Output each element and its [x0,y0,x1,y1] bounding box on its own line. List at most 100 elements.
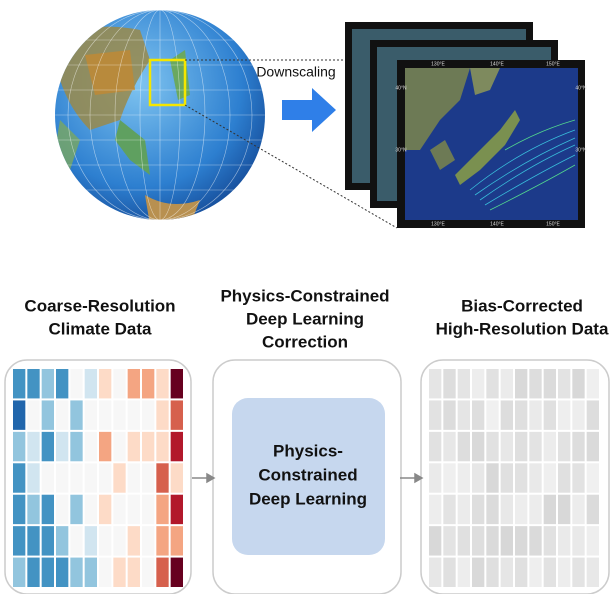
gray-cell [443,400,455,429]
heat-cell [156,400,168,429]
gray-cell [458,558,470,587]
heat-cell [142,495,154,524]
gray-cell [429,526,441,555]
gray-cell [486,432,498,461]
heat-cell [70,463,82,492]
heat-cell [85,432,97,461]
gray-cell [472,558,484,587]
gray-cell [472,495,484,524]
heat-cell [70,526,82,555]
heat-cell [142,463,154,492]
heat-cell [99,526,111,555]
heat-cell [128,400,140,429]
heat-cell [13,432,25,461]
heat-cell [56,558,68,587]
gray-cell [587,526,599,555]
heat-cell [113,400,125,429]
heat-cell [171,432,183,461]
gray-cell [572,463,584,492]
heat-cell [27,463,39,492]
gray-cell [443,369,455,398]
heat-cell [85,495,97,524]
heat-cell [156,463,168,492]
gray-cell [429,463,441,492]
heat-cell [113,526,125,555]
heat-cell [156,495,168,524]
gray-cell [529,558,541,587]
heat-cell [156,526,168,555]
globe [55,10,265,225]
gray-cell [515,432,527,461]
map-label: 130°E [431,221,445,227]
model-label: Deep Learning [249,489,367,508]
heat-cell [128,495,140,524]
panel-title: Coarse-Resolution [24,296,175,315]
heat-cell [99,495,111,524]
gray-cell [515,369,527,398]
heat-cell [142,400,154,429]
heat-cell [56,495,68,524]
gray-cell [458,432,470,461]
heat-cell [113,369,125,398]
gray-cell [501,495,513,524]
downscaling-label: Downscaling [256,64,335,80]
panel-title: Physics-Constrained [220,286,389,305]
gray-cell [429,558,441,587]
heat-cell [99,558,111,587]
gray-cell [458,400,470,429]
heat-cell [142,558,154,587]
heat-cell [113,432,125,461]
gray-cell [587,432,599,461]
page: Downscaling Coarse-ResolutionClimate Dat [0,0,614,594]
gray-cell [558,558,570,587]
gray-cell [486,400,498,429]
gray-cell [429,495,441,524]
heat-cell [27,526,39,555]
heat-cell [171,495,183,524]
gray-cell [558,526,570,555]
heat-cell [128,558,140,587]
gray-cell [515,400,527,429]
gray-cell [529,463,541,492]
heat-cell [85,558,97,587]
heat-cell [70,400,82,429]
heat-cell [13,495,25,524]
arrow [282,88,336,132]
heat-cell [85,369,97,398]
gray-cell [472,400,484,429]
gray-cell [572,558,584,587]
heat-cell [85,463,97,492]
gray-cell [443,558,455,587]
map-label: 140°E [490,221,504,227]
map-label: 150°E [546,221,560,227]
map-label: 140°E [490,61,504,67]
map-label: 150°E [546,61,560,67]
gray-cell [501,558,513,587]
heat-cell [142,432,154,461]
map-label: 40°N [395,85,407,91]
gray-cell [501,432,513,461]
model-label: Physics- [273,441,343,460]
gray-cell [587,400,599,429]
gray-cell [558,400,570,429]
gray-cell [529,495,541,524]
gray-cell [486,526,498,555]
map-label: 30°N [575,147,587,153]
gray-cell [501,369,513,398]
gray-cell [458,369,470,398]
gray-cell [558,369,570,398]
heat-cell [56,463,68,492]
heat-cell [99,432,111,461]
gray-cell [587,463,599,492]
panel-title: Bias-Corrected [461,296,583,315]
heat-cell [156,432,168,461]
gray-cell [529,400,541,429]
gray-cell [486,495,498,524]
heat-cell [99,400,111,429]
gray-cell [515,558,527,587]
heat-cell [42,463,54,492]
heat-cell [42,495,54,524]
gray-cell [472,369,484,398]
gray-cell [429,432,441,461]
heat-cell [156,558,168,587]
